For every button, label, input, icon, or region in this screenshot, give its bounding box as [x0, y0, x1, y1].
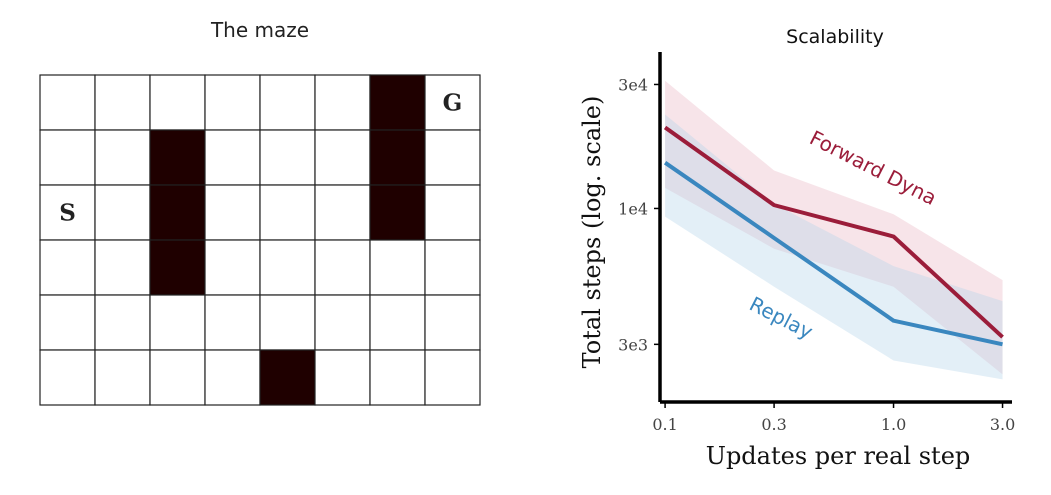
- x-axis-label: Updates per real step: [706, 442, 971, 470]
- y-axis-label: Total steps (log. scale): [578, 96, 606, 369]
- x-tick-label: 0.1: [652, 415, 677, 434]
- confidence-band-forward-dyna: [665, 80, 1003, 375]
- x-tick-label: 0.3: [761, 415, 786, 434]
- confidence-band-replay: [665, 114, 1003, 380]
- x-tick-label: 3.0: [990, 415, 1015, 434]
- y-tick-label: 1e4: [618, 199, 648, 218]
- y-tick-label: 3e3: [618, 335, 648, 354]
- chart-title: Scalability: [786, 26, 884, 48]
- maze-title: The maze: [210, 18, 310, 42]
- series-line-forward-dyna: [663, 125, 1004, 339]
- y-tick-label: 3e4: [618, 75, 648, 94]
- x-tick-label: 1.0: [881, 415, 906, 434]
- series-line-replay: [663, 161, 1003, 347]
